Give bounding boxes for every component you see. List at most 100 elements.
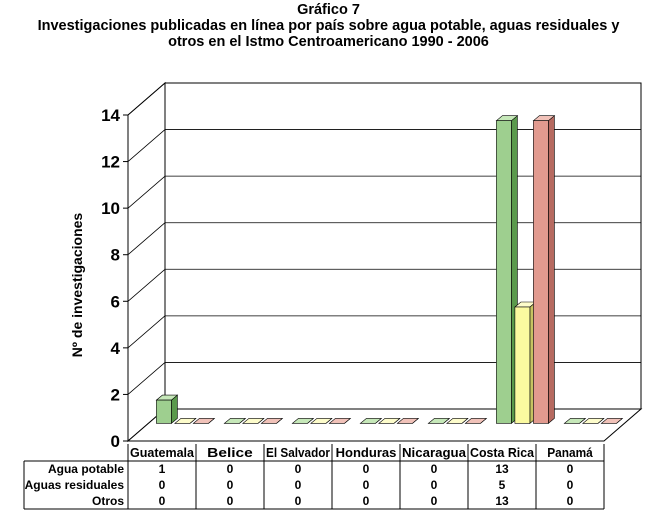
y-tick-label: 6 (111, 292, 120, 311)
bar-Belice-Aguas residuales (242, 418, 265, 424)
data-label: 0 (159, 478, 166, 492)
y-tick-label: 0 (111, 432, 120, 451)
bar-Honduras-Otros (396, 418, 420, 424)
bar-Costa Rica-Otros (532, 115, 556, 425)
chart-bars (155, 115, 624, 425)
bar-front (496, 120, 512, 424)
x-tick-label: Costa Rica (470, 446, 535, 460)
data-table: Guatemala Belice El Salvador Honduras Nicara… (23, 444, 605, 510)
chart-title: Gráfico 7 (297, 2, 360, 18)
bar-top (328, 418, 352, 424)
back-wall (164, 82, 642, 410)
bar-top (223, 418, 247, 424)
chart-gridlines (127, 82, 641, 395)
data-label: 13 (495, 494, 509, 508)
floor (126, 408, 643, 442)
table-series-label: Aguas residuales (25, 478, 125, 492)
table-series-label: Agua potable (48, 462, 124, 476)
bar-top (174, 418, 197, 424)
y-axis-label: Nº de investigaciones (69, 213, 85, 358)
x-tick-label: Guatemala (130, 446, 195, 460)
bar-top (427, 418, 451, 424)
bar-Belice-Otros (260, 418, 284, 424)
bar-Honduras-Agua potable (359, 418, 383, 424)
gridline-side (127, 129, 166, 162)
data-label: 5 (499, 478, 506, 492)
data-label: 0 (227, 494, 234, 508)
gridline-side (127, 175, 166, 209)
gridline-side (127, 82, 166, 116)
chart-subtitle-line-1: Investigaciones publicadas en línea por … (37, 18, 620, 34)
bar-top (582, 418, 605, 424)
bar-top (192, 418, 216, 424)
data-label: 0 (363, 494, 370, 508)
data-label: 0 (431, 478, 438, 492)
bar-top (396, 418, 420, 424)
y-tick-label: 12 (101, 153, 120, 172)
bar-El Salvador-Agua potable (291, 418, 315, 424)
data-label: 0 (431, 462, 438, 476)
bar-Panamá-Agua potable (563, 418, 587, 424)
chart-walls (126, 81, 643, 443)
bar-Belice-Agua potable (223, 418, 247, 424)
y-tick-label: 2 (111, 385, 120, 404)
chart-subtitle-line-2: otros en el Istmo Centroamericano 1990 -… (168, 34, 489, 50)
bar-top (600, 418, 624, 424)
bar-top (260, 418, 284, 424)
bar-Guatemala-Aguas residuales (174, 418, 197, 424)
x-tick-label: Nicaragua (402, 446, 467, 460)
data-label: 0 (295, 494, 302, 508)
bar-top (378, 418, 401, 424)
bar-El Salvador-Otros (328, 418, 352, 424)
y-tick-label: 4 (111, 339, 121, 358)
data-label: 13 (495, 462, 509, 476)
data-label: 0 (567, 462, 574, 476)
bar-front (156, 399, 172, 424)
bar-top (310, 418, 333, 424)
bar-Costa Rica-Agua potable (495, 115, 519, 425)
bar-top (359, 418, 383, 424)
gridline-side (127, 315, 166, 349)
data-label: 1 (159, 462, 166, 476)
data-label: 0 (227, 478, 234, 492)
bar-front (533, 120, 549, 424)
data-label: 0 (431, 494, 438, 508)
y-tick-label: 10 (101, 199, 120, 218)
x-tick-label: Honduras (336, 446, 397, 460)
data-label: 0 (295, 462, 302, 476)
data-label: 0 (567, 494, 574, 508)
bar-Nicaragua-Aguas residuales (446, 418, 469, 424)
bar-Guatemala-Otros (192, 418, 216, 424)
bar-Honduras-Aguas residuales (378, 418, 401, 424)
bar-Panamá-Otros (600, 418, 624, 424)
data-label: 0 (363, 478, 370, 492)
bar-top (464, 418, 488, 424)
gridline-side (127, 362, 166, 395)
bar-Costa Rica-Aguas residuales (514, 301, 537, 425)
data-label: 0 (159, 494, 166, 508)
bar-El Salvador-Aguas residuales (310, 418, 333, 424)
bar-front (514, 306, 531, 424)
bar-Nicaragua-Otros (464, 418, 488, 424)
bar-Nicaragua-Agua potable (427, 418, 451, 424)
data-label: 0 (295, 478, 302, 492)
side-wall (127, 81, 166, 443)
bar-top (563, 418, 587, 424)
bar-top (446, 418, 469, 424)
y-tick-label: 8 (111, 246, 120, 265)
bar-top (242, 418, 265, 424)
bar-top (291, 418, 315, 424)
bar-Panamá-Aguas residuales (582, 418, 605, 424)
data-label: 0 (363, 462, 370, 476)
y-axis: 0 2 4 6 8 10 12 14 (101, 106, 128, 451)
chart-title-block: Gráfico 7 Investigaciones publicadas en … (0, 2, 657, 50)
gridline-side (127, 268, 166, 302)
y-tick-label: 14 (101, 106, 120, 125)
bar-Guatemala-Agua potable (155, 394, 179, 425)
gridline-side (127, 222, 166, 256)
bar-side (548, 115, 555, 425)
data-label: 0 (567, 478, 574, 492)
x-tick-label: El Salvador (266, 446, 330, 460)
data-label: 0 (227, 462, 234, 476)
